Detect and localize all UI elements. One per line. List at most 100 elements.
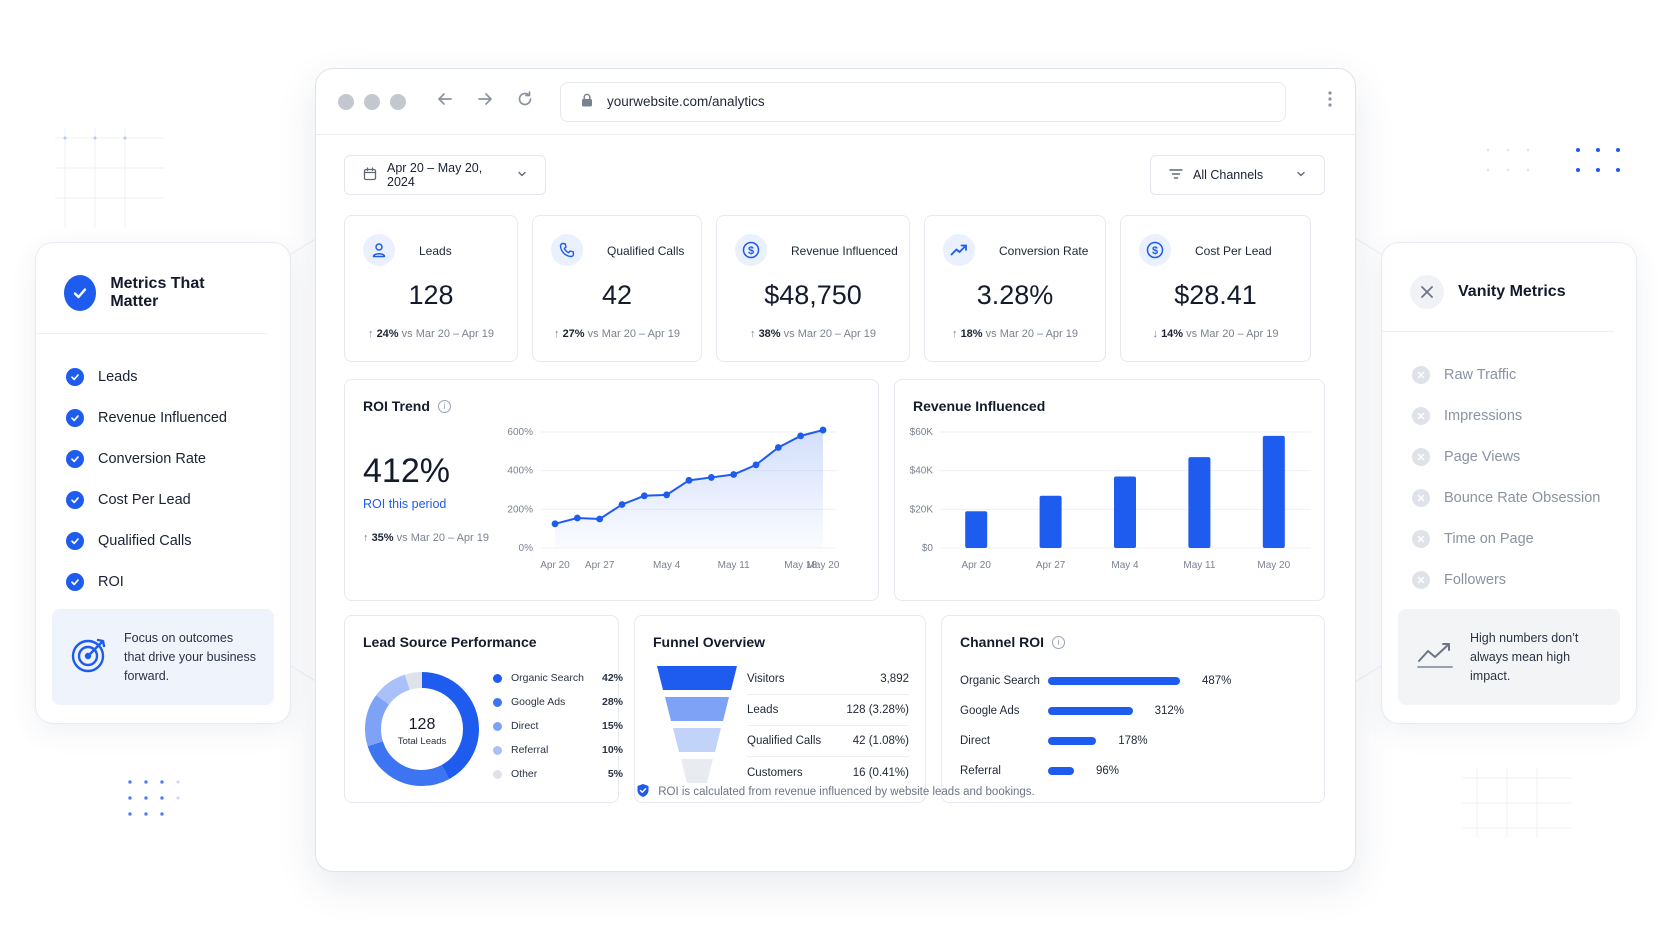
list-item-label: ROI: [98, 573, 124, 590]
funnel-row: Customers 16 (0.41%): [747, 757, 909, 788]
x-icon: [1412, 529, 1430, 548]
background-dots: [128, 780, 180, 816]
x-tick-label: May 4: [1111, 560, 1139, 571]
list-item-label: Cost Per Lead: [98, 491, 191, 508]
revenue-influenced-title: Revenue Influenced: [913, 398, 1045, 414]
roi-trend-title-text: ROI Trend: [363, 398, 430, 414]
kpi-value: 3.28%: [976, 280, 1054, 310]
kpi-compare-text: vs Mar 20 – Apr 19: [587, 328, 680, 340]
kpi-label: Revenue Influenced: [791, 244, 898, 258]
check-icon: [66, 408, 84, 427]
legend-swatch: [493, 721, 502, 731]
funnel-title-text: Funnel Overview: [653, 634, 766, 650]
browser-nav: [436, 90, 534, 113]
donut-slice: [365, 672, 479, 786]
y-tick-label: 200%: [507, 504, 533, 515]
legend-value: 42%: [601, 672, 623, 684]
vanity-metrics-card: Vanity Metrics Raw Traffic Impressions P…: [1381, 242, 1637, 724]
roi-point: [640, 492, 648, 500]
roi-point: [797, 432, 805, 440]
kpi-value: $48,750: [764, 280, 862, 310]
background-grid: [1462, 768, 1572, 838]
channel-roi-row: Google Ads 312%: [960, 696, 1306, 726]
roi-point: [730, 471, 738, 478]
revenue-bar: [1114, 476, 1136, 548]
list-item: Impressions: [1412, 395, 1608, 436]
funnel-row-label: Leads: [747, 704, 779, 716]
funnel-row: Qualified Calls 42 (1.08%): [747, 726, 909, 757]
list-item: Time on Page: [1412, 518, 1608, 559]
kpi-card-revenue-influenced: $ Revenue Influenced $48,750 ↑ 38% vs Ma…: [716, 215, 910, 362]
forward-arrow-icon[interactable]: [476, 90, 494, 113]
x-icon: [1412, 447, 1430, 466]
more-menu-icon[interactable]: [1327, 90, 1333, 113]
roi-point: [618, 501, 626, 508]
check-icon: [66, 367, 84, 386]
arrow-up-icon: ↑: [368, 328, 374, 340]
date-range-picker[interactable]: Apr 20 – May 20, 2024: [344, 155, 546, 195]
focus-note: Focus on outcomes that drive your busine…: [52, 609, 274, 705]
kpi-change: 18%: [960, 328, 983, 340]
x-tick-label: May 4: [653, 560, 681, 571]
channel-name: Google Ads: [960, 705, 1020, 717]
x-tick-label: Apr 27: [1036, 560, 1066, 571]
legend-value: 28%: [601, 696, 623, 708]
list-item-label: Page Views: [1444, 448, 1521, 465]
kpi-card-cost-per-lead: $ Cost Per Lead $28.41 ↓ 14% vs Mar 20 –…: [1120, 215, 1311, 362]
info-icon[interactable]: i: [1052, 635, 1066, 649]
x-tick-label: May 11: [718, 560, 750, 571]
window-close-button[interactable]: [338, 93, 354, 110]
kpi-compare: ↑ 18% vs Mar 20 – Apr 19: [925, 328, 1105, 340]
info-icon[interactable]: i: [437, 399, 451, 413]
kpi-value: $28.41: [1174, 280, 1257, 310]
funnel-stage-customers: [681, 759, 713, 783]
roi-point: [596, 515, 604, 523]
legend-label: Other: [511, 768, 538, 780]
check-icon: [66, 531, 84, 550]
roi-area: [555, 430, 823, 548]
svg-text:$: $: [748, 245, 754, 257]
roi-change: 35%: [371, 532, 394, 544]
lock-icon: [581, 93, 593, 110]
calendar-icon: [363, 166, 377, 184]
funnel-row-label: Customers: [747, 766, 803, 779]
window-minimize-button[interactable]: [364, 93, 380, 110]
kpi-compare-text: vs Mar 20 – Apr 19: [985, 328, 1078, 340]
funnel-row-value: 42 (1.08%): [852, 735, 909, 747]
vanity-metrics-list: Raw Traffic Impressions Page Views Bounc…: [1382, 332, 1636, 600]
arrow-up-icon: ↑: [554, 328, 560, 340]
x-tick-label: May 20: [1257, 560, 1290, 571]
list-item: Followers: [1412, 559, 1608, 600]
channel-name: Direct: [960, 735, 991, 747]
list-item-label: Leads: [98, 368, 138, 385]
x-tick-label: May 20: [807, 560, 840, 571]
reload-icon[interactable]: [516, 90, 534, 113]
roi-point: [819, 426, 827, 434]
kpi-compare: ↑ 24% vs Mar 20 – Apr 19: [345, 328, 517, 340]
window-maximize-button[interactable]: [390, 93, 406, 110]
list-item: Qualified Calls: [66, 520, 262, 561]
channel-roi-row: Direct 178%: [960, 726, 1306, 756]
donut-slice: [365, 672, 479, 786]
y-tick-label: $40K: [910, 466, 934, 477]
lead-source-legend: Organic Search 42% Google Ads 28% Direct 15% R…: [493, 666, 623, 786]
revenue-influenced-title-text: Revenue Influenced: [913, 398, 1046, 414]
list-item: Conversion Rate: [66, 438, 262, 479]
channel-filter[interactable]: All Channels: [1150, 155, 1325, 195]
background-dots: [1486, 148, 1620, 172]
funnel-title: Funnel Overview: [653, 634, 765, 650]
roi-sub-label: ROI this period: [363, 497, 447, 511]
x-icon: [1412, 488, 1430, 507]
y-tick-label: 400%: [507, 466, 533, 477]
kpi-change: 38%: [758, 328, 781, 340]
channel-roi-bar: [1048, 737, 1097, 745]
date-range-value: Apr 20 – May 20, 2024: [387, 161, 483, 189]
x-tick-label: Apr 27: [585, 560, 615, 571]
address-bar[interactable]: yourwebsite.com/analytics: [560, 81, 1286, 122]
roi-point: [551, 520, 559, 528]
list-item: Leads: [66, 356, 262, 397]
back-arrow-icon[interactable]: [436, 90, 454, 113]
funnel-stage-qualified-calls: [673, 728, 721, 752]
donut-slice: [365, 672, 479, 786]
kpi-label: Cost Per Lead: [1195, 244, 1272, 258]
